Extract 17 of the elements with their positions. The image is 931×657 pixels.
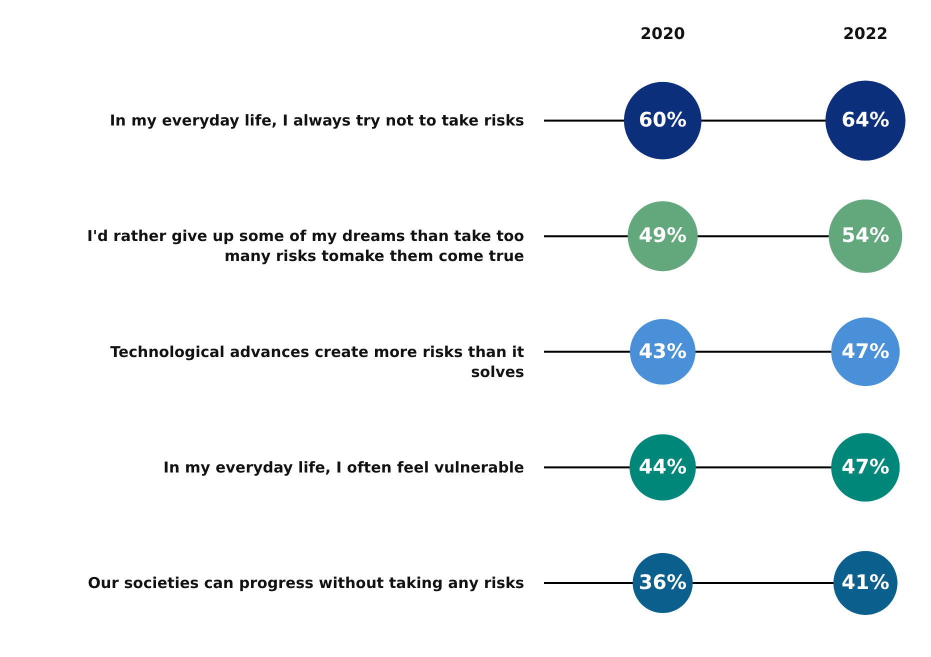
data-label: 60% <box>638 108 687 132</box>
data-label: 47% <box>842 454 890 478</box>
category-label: Technological advances create more risks than it solves <box>110 342 524 381</box>
data-label: 49% <box>638 223 687 248</box>
text: 2020 <box>640 24 685 43</box>
category-label: In my everyday life, I often feel vulnerable <box>163 458 524 476</box>
category-label: Our societies can progress without taking any risks <box>88 574 524 592</box>
category-label: In my everyday life, I always try not to take risks <box>110 112 524 130</box>
data-label: 54% <box>842 223 890 248</box>
data-label: 43% <box>638 338 687 363</box>
data-label: 36% <box>638 570 687 594</box>
data-label: 47% <box>842 338 890 363</box>
data-label: 41% <box>842 570 890 594</box>
text: 2022 <box>843 24 888 43</box>
data-label: 64% <box>842 108 890 132</box>
data-label: 44% <box>638 454 687 478</box>
category-label: I'd rather give up some of my dreams than take too many risks tomake them come true <box>87 227 524 266</box>
